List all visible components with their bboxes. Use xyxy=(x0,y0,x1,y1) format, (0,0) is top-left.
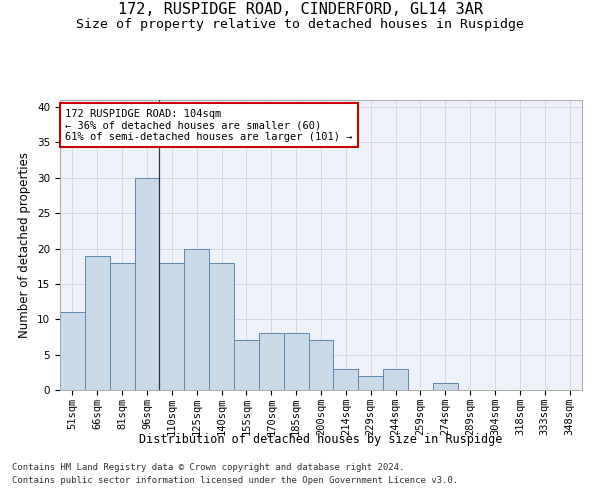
Text: Contains HM Land Registry data © Crown copyright and database right 2024.: Contains HM Land Registry data © Crown c… xyxy=(12,464,404,472)
Bar xyxy=(160,262,184,390)
Bar xyxy=(284,334,308,390)
Bar xyxy=(334,369,358,390)
Text: Contains public sector information licensed under the Open Government Licence v3: Contains public sector information licen… xyxy=(12,476,458,485)
Bar xyxy=(234,340,259,390)
Bar xyxy=(60,312,85,390)
Bar xyxy=(308,340,334,390)
Text: Distribution of detached houses by size in Ruspidge: Distribution of detached houses by size … xyxy=(139,432,503,446)
Text: Size of property relative to detached houses in Ruspidge: Size of property relative to detached ho… xyxy=(76,18,524,31)
Bar xyxy=(184,248,209,390)
Bar xyxy=(358,376,383,390)
Text: 172, RUSPIDGE ROAD, CINDERFORD, GL14 3AR: 172, RUSPIDGE ROAD, CINDERFORD, GL14 3AR xyxy=(118,2,482,18)
Bar xyxy=(134,178,160,390)
Bar xyxy=(383,369,408,390)
Y-axis label: Number of detached properties: Number of detached properties xyxy=(19,152,31,338)
Bar xyxy=(209,262,234,390)
Bar xyxy=(110,262,134,390)
Bar xyxy=(433,383,458,390)
Bar xyxy=(259,334,284,390)
Text: 172 RUSPIDGE ROAD: 104sqm
← 36% of detached houses are smaller (60)
61% of semi-: 172 RUSPIDGE ROAD: 104sqm ← 36% of detac… xyxy=(65,108,353,142)
Bar xyxy=(85,256,110,390)
